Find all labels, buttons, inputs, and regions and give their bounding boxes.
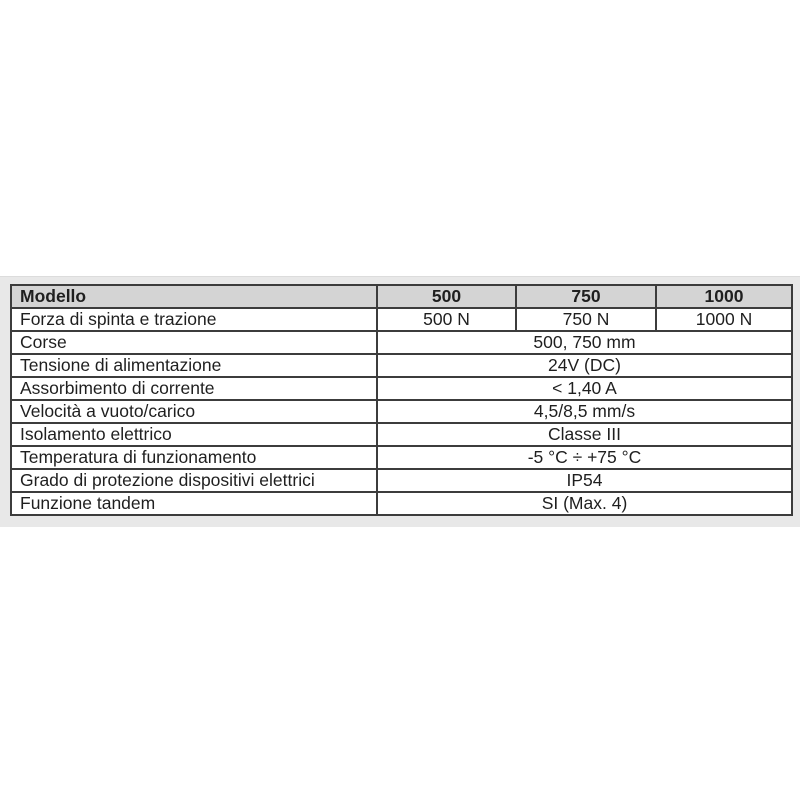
force-value-750: 750 N	[515, 307, 657, 332]
row-label: Tensione di alimentazione	[10, 353, 378, 378]
row-label: Forza di spinta e trazione	[10, 307, 378, 332]
row-value: 24V (DC)	[376, 353, 793, 378]
table-row-temperatura: Temperatura di funzionamento -5 °C ÷ +75…	[10, 445, 793, 470]
row-label: Velocità a vuoto/carico	[10, 399, 378, 424]
header-col-500: 500	[376, 284, 517, 309]
table-row-assorbimento: Assorbimento di corrente < 1,40 A	[10, 376, 793, 401]
force-value-1000: 1000 N	[655, 307, 793, 332]
row-value: 500, 750 mm	[376, 330, 793, 355]
header-model: Modello	[10, 284, 378, 309]
force-value-500: 500 N	[376, 307, 517, 332]
table-row-grado-protezione: Grado di protezione dispositivi elettric…	[10, 468, 793, 493]
row-label: Isolamento elettrico	[10, 422, 378, 447]
row-label: Corse	[10, 330, 378, 355]
table-row-isolamento: Isolamento elettrico Classe III	[10, 422, 793, 447]
row-value: -5 °C ÷ +75 °C	[376, 445, 793, 470]
spec-table: Modello 500 750 1000 Forza di spinta e t…	[10, 284, 793, 516]
row-value: SI (Max. 4)	[376, 491, 793, 516]
table-row-funzione-tandem: Funzione tandem SI (Max. 4)	[10, 491, 793, 516]
row-value: Classe III	[376, 422, 793, 447]
table-header-row: Modello 500 750 1000	[10, 284, 793, 309]
row-label: Assorbimento di corrente	[10, 376, 378, 401]
row-label: Funzione tandem	[10, 491, 378, 516]
table-row-tensione: Tensione di alimentazione 24V (DC)	[10, 353, 793, 378]
table-row-velocita: Velocità a vuoto/carico 4,5/8,5 mm/s	[10, 399, 793, 424]
row-label: Temperatura di funzionamento	[10, 445, 378, 470]
row-label: Grado di protezione dispositivi elettric…	[10, 468, 378, 493]
header-col-750: 750	[515, 284, 657, 309]
row-value: IP54	[376, 468, 793, 493]
table-row-force: Forza di spinta e trazione 500 N 750 N 1…	[10, 307, 793, 332]
table-row-corse: Corse 500, 750 mm	[10, 330, 793, 355]
header-col-1000: 1000	[655, 284, 793, 309]
row-value: < 1,40 A	[376, 376, 793, 401]
row-value: 4,5/8,5 mm/s	[376, 399, 793, 424]
